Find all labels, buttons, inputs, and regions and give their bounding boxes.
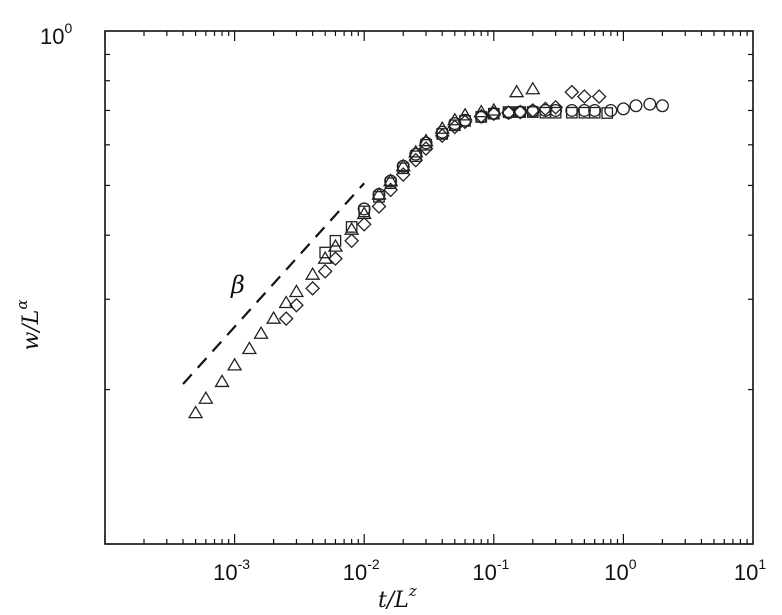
- data-point-circle: [643, 97, 657, 111]
- data-point-circle: [409, 147, 423, 161]
- data-point-diamond: [305, 280, 321, 296]
- data-point-square: [601, 107, 614, 119]
- data-point-circle: [526, 104, 540, 118]
- data-point-diamond: [278, 311, 294, 327]
- data-point-circle: [538, 103, 552, 117]
- x-tick-label: 10-3: [213, 556, 250, 585]
- data-point-triangle: [304, 266, 321, 280]
- data-point-triangle: [198, 390, 214, 404]
- data-point-circle: [419, 136, 433, 150]
- tick-labels: 10-3 10-2 10-1 100 101 100: [40, 20, 766, 585]
- reference-dashed-line: [182, 182, 366, 385]
- data-point-diamond: [447, 119, 463, 135]
- data-point-triangle: [457, 107, 473, 121]
- plot-frame: [104, 30, 754, 545]
- data-point-circle: [487, 107, 501, 121]
- data-point-square: [345, 221, 358, 233]
- data-point-diamond: [501, 105, 516, 121]
- y-tick-label: 100: [40, 20, 72, 49]
- data-point-diamond: [576, 89, 592, 105]
- x-tick-label: 100: [604, 556, 636, 585]
- data-point-diamond: [591, 89, 607, 105]
- data-point-circle: [655, 99, 669, 113]
- data-point-diamond: [486, 106, 502, 122]
- data-point-diamond: [289, 297, 304, 313]
- data-point-triangle: [288, 284, 305, 298]
- y-axis-label-group: w/Lα: [13, 300, 44, 351]
- data-point-diamond: [344, 233, 360, 249]
- data-point-diamond: [317, 263, 333, 279]
- x-axis-label-base: t/L: [378, 588, 409, 613]
- data-point-diamond: [434, 128, 450, 144]
- data-markers: [187, 81, 669, 419]
- data-point-triangle: [395, 158, 411, 172]
- data-point-triangle: [383, 173, 399, 187]
- data-point-triangle: [253, 325, 269, 339]
- data-point-circle: [435, 125, 449, 139]
- data-point-triangle: [265, 310, 282, 324]
- data-point-circle: [357, 202, 371, 216]
- data-point-circle: [629, 99, 643, 113]
- data-point-diamond: [548, 99, 564, 115]
- data-point-diamond: [328, 251, 343, 267]
- data-point-circle: [396, 159, 410, 173]
- axis-ticks: [104, 31, 753, 545]
- data-point-triangle: [214, 374, 230, 388]
- x-tick-label: 10-2: [343, 556, 380, 585]
- data-point-diamond: [457, 114, 473, 130]
- data-point-triangle: [187, 405, 204, 419]
- data-point-diamond: [371, 199, 387, 214]
- data-point-triangle: [525, 81, 541, 95]
- data-point-circle: [513, 105, 527, 119]
- y-axis-label: w/Lα: [13, 300, 44, 351]
- data-point-circle: [458, 113, 472, 127]
- data-point-circle: [604, 103, 618, 117]
- y-axis-label-exp: α: [13, 300, 31, 310]
- beta-annotation: β: [230, 271, 245, 299]
- y-axis-label-base: w/L: [19, 310, 44, 351]
- data-point-diamond: [512, 104, 528, 120]
- data-point-triangle: [278, 295, 294, 309]
- data-point-diamond: [356, 216, 372, 232]
- data-point-triangle: [508, 84, 525, 98]
- data-point-circle: [474, 110, 488, 124]
- data-point-square: [329, 234, 342, 247]
- data-point-circle: [616, 102, 630, 116]
- data-point-diamond: [395, 167, 411, 182]
- data-point-diamond: [564, 84, 580, 100]
- data-point-circle: [588, 103, 602, 117]
- data-point-triangle: [241, 341, 258, 355]
- x-axis-label: t/Lz: [378, 582, 417, 613]
- data-point-square: [319, 246, 332, 259]
- data-point-circle: [549, 103, 563, 117]
- data-point-circle: [565, 103, 579, 117]
- x-tick-label: 101: [734, 556, 766, 585]
- data-point-triangle: [226, 357, 243, 371]
- data-point-circle: [384, 174, 398, 188]
- data-point-circle: [577, 103, 591, 117]
- data-point-circle: [372, 188, 386, 202]
- x-tick-label: 10-1: [472, 556, 509, 585]
- x-axis-label-exp: z: [408, 582, 417, 600]
